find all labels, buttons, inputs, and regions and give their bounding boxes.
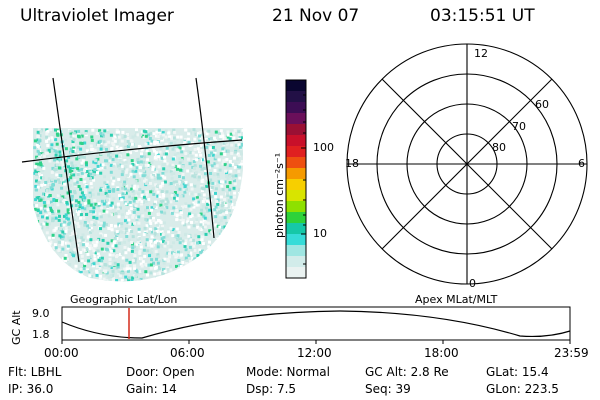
gain-status: Gain: 14 [126,382,177,396]
xtick-1200: 12:00 [297,346,332,360]
mlat-label-70: 70 [512,120,526,133]
colorbar-swatch [286,234,306,246]
latitude-line [21,139,243,163]
uv-image-pixels [33,128,243,282]
ytick-9: 9.0 [32,307,50,320]
colorbar-swatch [286,91,306,103]
mlt-label-0: 0 [469,277,476,290]
xtick-0000: 00:00 [44,346,79,360]
colorbar-swatch [286,124,306,136]
colorbar-swatch [286,168,306,180]
xtick-1800: 18:00 [424,346,459,360]
colorbar-tick-100: 100 [313,141,334,154]
time-label: 03:15:51 UT [430,6,535,26]
mlat-label-80: 80 [492,141,506,154]
longitude-line [52,77,80,263]
colorbar-swatch [286,201,306,213]
instrument-title: Ultraviolet Imager [20,6,174,26]
colorbar-swatch [286,267,306,279]
colorbar-swatch [286,80,306,92]
seq-status: Seq: 39 [365,382,411,396]
colorbar-swatch [286,245,306,257]
geographic-latlon-label: Geographic Lat/Lon [70,293,178,306]
door-status: Door: Open [126,365,195,379]
colorbar-swatch [286,135,306,147]
xtick-0600: 06:00 [170,346,205,360]
gc-alt-status: GC Alt: 2.8 Re [365,365,449,379]
date-label: 21 Nov 07 [272,6,360,26]
colorbar-swatch [286,102,306,114]
colorbar-tick-10: 10 [313,227,327,240]
ip-status: IP: 36.0 [8,382,54,396]
dsp-status: Dsp: 7.5 [246,382,297,396]
mode-status: Mode: Normal [246,365,330,379]
mlt-label-12: 12 [474,47,488,60]
longitude-line [195,77,215,239]
colorbar-swatch [286,212,306,224]
glat-status: GLat: 15.4 [486,365,549,379]
colorbar-swatch [286,190,306,202]
mlat-label-60: 60 [535,98,549,111]
xtick-2359: 23:59 [554,346,589,360]
colorbar-swatch [286,157,306,169]
colorbar-swatch [286,146,306,158]
colorbar-swatch [286,179,306,191]
altitude-curve [61,310,571,339]
mlt-label-18: 18 [345,157,359,170]
apex-mlat-mlt-label: Apex MLat/MLT [415,293,498,306]
glon-status: GLon: 223.5 [486,382,559,396]
filter-status: Flt: LBHL [8,365,62,379]
ytick-1-8: 1.8 [32,328,50,341]
colorbar-swatch [286,256,306,268]
colorbar-swatch [286,113,306,125]
colorbar-swatch [286,223,306,235]
mlt-label-6: 6 [578,157,585,170]
